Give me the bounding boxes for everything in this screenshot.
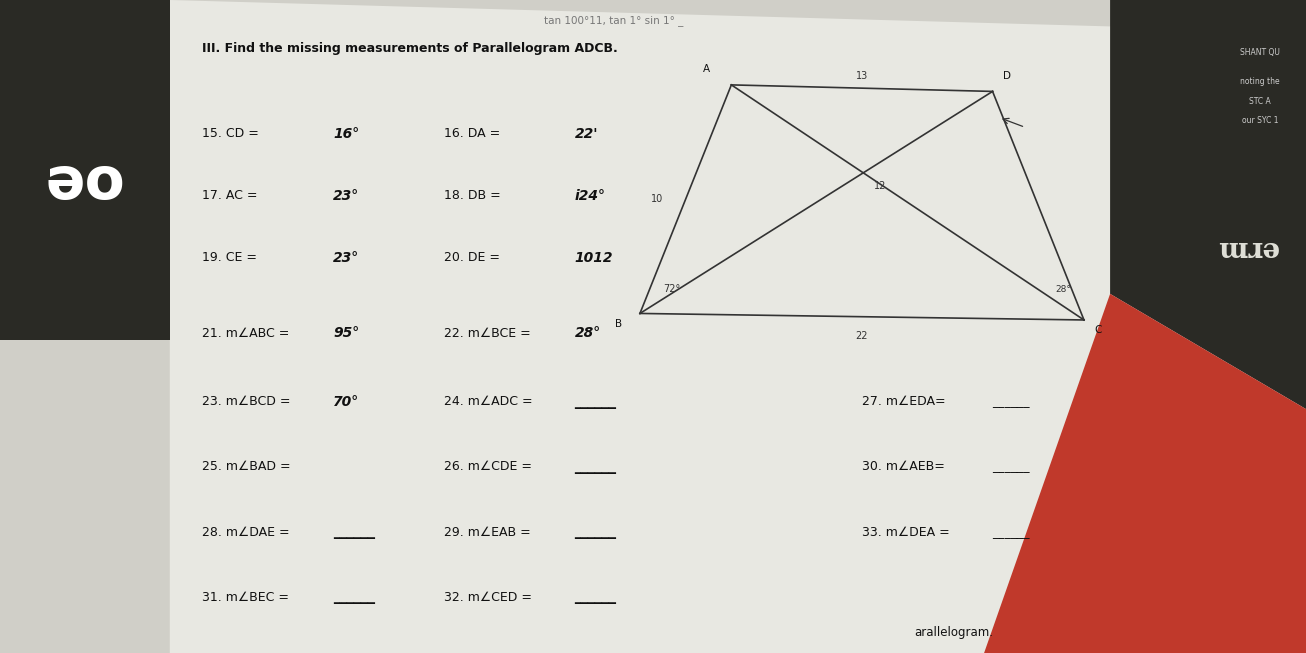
Text: 21. m∠ABC =: 21. m∠ABC = bbox=[202, 326, 294, 340]
Text: ______: ______ bbox=[575, 460, 616, 474]
Text: 72°: 72° bbox=[663, 284, 680, 294]
Text: 22': 22' bbox=[575, 127, 598, 141]
Polygon shape bbox=[1110, 0, 1306, 424]
Text: ______: ______ bbox=[993, 395, 1030, 408]
Text: erm: erm bbox=[1216, 234, 1279, 262]
Text: 10: 10 bbox=[650, 194, 663, 204]
Text: 23°: 23° bbox=[333, 189, 359, 203]
Text: 16°: 16° bbox=[333, 127, 359, 141]
Text: arallelogram.: arallelogram. bbox=[914, 626, 993, 639]
Text: 29. m∠EAB =: 29. m∠EAB = bbox=[444, 526, 534, 539]
Text: ______: ______ bbox=[575, 525, 616, 539]
Text: 32. m∠CED =: 32. m∠CED = bbox=[444, 591, 535, 604]
Text: 18. DB =: 18. DB = bbox=[444, 189, 505, 202]
Text: STC A: STC A bbox=[1250, 97, 1271, 106]
Text: ______: ______ bbox=[333, 525, 375, 539]
Text: 28°: 28° bbox=[575, 326, 601, 340]
Text: 33. m∠DEA =: 33. m∠DEA = bbox=[862, 526, 953, 539]
Text: 24. m∠ADC =: 24. m∠ADC = bbox=[444, 395, 537, 408]
Text: C: C bbox=[1094, 325, 1102, 335]
Text: 22: 22 bbox=[855, 331, 868, 342]
Text: 28°: 28° bbox=[1055, 285, 1071, 294]
Polygon shape bbox=[980, 294, 1306, 653]
Text: A: A bbox=[704, 65, 710, 74]
Text: 15. CD =: 15. CD = bbox=[202, 127, 264, 140]
Text: 70°: 70° bbox=[333, 394, 359, 409]
Text: 25. m∠BAD =: 25. m∠BAD = bbox=[202, 460, 295, 473]
Text: ______: ______ bbox=[575, 590, 616, 605]
Text: noting the: noting the bbox=[1241, 77, 1280, 86]
Text: əo: əo bbox=[44, 154, 125, 212]
Text: 22. m∠BCE =: 22. m∠BCE = bbox=[444, 326, 534, 340]
Text: 30. m∠AEB=: 30. m∠AEB= bbox=[862, 460, 949, 473]
Text: 13: 13 bbox=[855, 71, 868, 82]
Text: 95°: 95° bbox=[333, 326, 359, 340]
Text: 23. m∠BCD =: 23. m∠BCD = bbox=[202, 395, 295, 408]
Text: 31. m∠BEC =: 31. m∠BEC = bbox=[202, 591, 294, 604]
Text: III. Find the missing measurements of Parallelogram ADCB.: III. Find the missing measurements of Pa… bbox=[202, 42, 618, 56]
Text: 27. m∠EDA=: 27. m∠EDA= bbox=[862, 395, 949, 408]
Text: ______: ______ bbox=[575, 394, 616, 409]
Text: 17. AC =: 17. AC = bbox=[202, 189, 263, 202]
Text: ______: ______ bbox=[333, 590, 375, 605]
Polygon shape bbox=[170, 0, 1306, 653]
Text: SHANT QU: SHANT QU bbox=[1241, 48, 1280, 57]
Text: 23°: 23° bbox=[333, 251, 359, 265]
Polygon shape bbox=[0, 0, 170, 340]
Text: 20. DE =: 20. DE = bbox=[444, 251, 504, 264]
Text: tan 100°11, tan 1° sin 1° _: tan 100°11, tan 1° sin 1° _ bbox=[545, 16, 683, 26]
Text: 28. m∠DAE =: 28. m∠DAE = bbox=[202, 526, 294, 539]
Text: 16. DA =: 16. DA = bbox=[444, 127, 504, 140]
Text: 26. m∠CDE =: 26. m∠CDE = bbox=[444, 460, 535, 473]
Text: 1012: 1012 bbox=[575, 251, 613, 265]
Text: 19. CE =: 19. CE = bbox=[202, 251, 261, 264]
Text: ⅰ24°: ⅰ24° bbox=[575, 189, 606, 203]
Text: ______: ______ bbox=[993, 460, 1030, 473]
Text: 12: 12 bbox=[874, 181, 885, 191]
Text: B: B bbox=[615, 319, 623, 328]
Text: ______: ______ bbox=[993, 526, 1030, 539]
Text: our SYC 1: our SYC 1 bbox=[1242, 116, 1279, 125]
Text: D: D bbox=[1003, 71, 1011, 81]
